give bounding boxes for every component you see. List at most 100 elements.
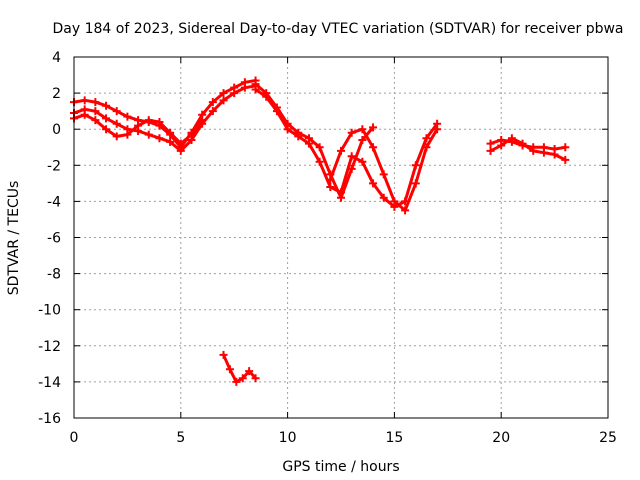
series-arc-9-points xyxy=(219,350,260,386)
data-point xyxy=(422,143,431,152)
data-point xyxy=(358,125,367,134)
data-point xyxy=(347,152,356,161)
data-point xyxy=(166,137,175,146)
x-tick-label: 25 xyxy=(599,430,617,446)
data-point xyxy=(144,116,153,125)
data-point xyxy=(529,146,538,155)
data-point xyxy=(315,143,324,152)
data-point xyxy=(91,98,100,107)
series-arc-6-points xyxy=(326,125,442,215)
y-tick-label: -10 xyxy=(38,303,61,319)
data-point xyxy=(358,136,367,145)
series-arc-5-points xyxy=(251,85,442,211)
data-point xyxy=(561,155,570,164)
data-point xyxy=(497,141,506,150)
data-point xyxy=(507,134,516,143)
x-axis-label: GPS time / hours xyxy=(282,459,399,475)
y-tick-label: -2 xyxy=(47,158,61,174)
series-layer xyxy=(70,76,570,386)
data-point xyxy=(245,367,254,376)
y-tick-label: 0 xyxy=(52,122,61,138)
data-point xyxy=(304,139,313,148)
data-point xyxy=(251,374,260,383)
data-point xyxy=(411,179,420,188)
data-point xyxy=(102,114,111,123)
data-point xyxy=(112,132,121,141)
data-point xyxy=(238,374,247,383)
series-arc-9-line xyxy=(222,353,258,384)
series-arc-2-line xyxy=(72,84,258,153)
data-point xyxy=(219,350,228,359)
data-point xyxy=(134,121,143,130)
chart-title: Day 184 of 2023, Sidereal Day-to-day VTE… xyxy=(52,21,623,37)
data-point xyxy=(486,146,495,155)
data-point xyxy=(91,116,100,125)
data-point xyxy=(198,116,207,125)
series-arc-8-points xyxy=(486,134,570,164)
x-tick-label: 5 xyxy=(176,430,185,446)
data-point xyxy=(518,139,527,148)
data-point xyxy=(91,107,100,116)
data-point xyxy=(219,96,228,105)
data-point xyxy=(208,107,217,116)
data-point xyxy=(102,101,111,110)
data-point xyxy=(550,150,559,159)
data-point xyxy=(326,175,335,184)
data-point xyxy=(358,157,367,166)
y-tick-label: -8 xyxy=(47,267,61,283)
data-point xyxy=(337,146,345,155)
data-point xyxy=(272,107,281,116)
y-tick-label: -12 xyxy=(38,339,61,355)
data-point xyxy=(166,128,175,137)
data-point xyxy=(102,125,111,134)
series-arc-3-points xyxy=(70,110,207,148)
series-arc-5-line xyxy=(254,88,439,209)
grid xyxy=(74,57,608,418)
y-axis-label: SDTVAR / TECUs xyxy=(6,181,22,296)
data-point xyxy=(369,123,378,132)
data-point xyxy=(225,365,234,374)
y-tick-label: 4 xyxy=(52,50,61,66)
data-point xyxy=(390,197,399,206)
x-tick-label: 0 xyxy=(70,430,79,446)
data-point xyxy=(176,139,185,148)
data-point xyxy=(379,193,388,202)
data-point xyxy=(144,130,153,139)
data-point xyxy=(80,96,89,105)
y-tick-label: -14 xyxy=(38,375,61,391)
y-tick-label: -16 xyxy=(38,411,61,427)
data-point xyxy=(208,98,217,107)
data-point xyxy=(561,143,570,152)
y-tick-label: -4 xyxy=(47,194,61,210)
data-point xyxy=(123,112,132,121)
data-point xyxy=(283,125,292,134)
data-point xyxy=(232,377,241,386)
data-point xyxy=(187,130,196,139)
data-point xyxy=(486,139,495,148)
data-point xyxy=(369,143,378,152)
data-point xyxy=(123,130,132,139)
x-tick-label: 20 xyxy=(492,430,510,446)
data-point xyxy=(240,83,249,92)
data-point xyxy=(251,85,260,94)
series-arc-4-line xyxy=(254,82,375,200)
data-point xyxy=(433,125,442,134)
data-point xyxy=(112,119,121,128)
data-point xyxy=(80,110,89,119)
data-point xyxy=(347,128,356,137)
data-point xyxy=(155,134,164,143)
data-point xyxy=(422,134,431,143)
data-point xyxy=(369,179,378,188)
data-point xyxy=(379,170,388,179)
data-point xyxy=(401,206,410,215)
x-tick-label: 15 xyxy=(385,430,403,446)
data-point xyxy=(155,117,164,126)
data-point xyxy=(337,188,345,197)
data-point xyxy=(411,161,420,170)
data-point xyxy=(230,89,239,98)
x-tick-label: 10 xyxy=(279,430,297,446)
data-point xyxy=(326,182,335,191)
data-point xyxy=(219,89,228,98)
